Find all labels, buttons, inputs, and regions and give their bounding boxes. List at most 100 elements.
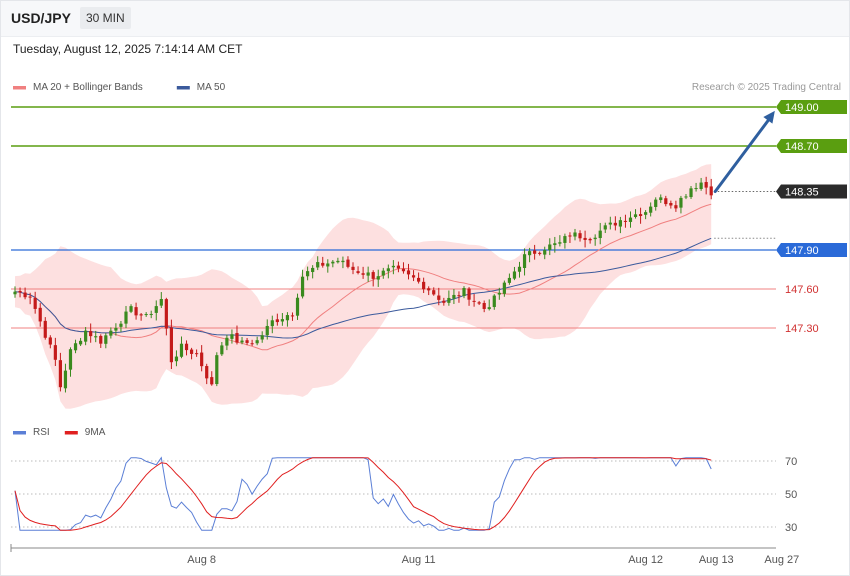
candle [462,286,466,299]
candle [376,269,380,287]
legend-item: MA 50 [176,82,226,93]
candle [38,303,42,327]
x-tick-label: Aug 12 [628,554,663,566]
candle [563,233,567,249]
candle [321,256,325,268]
svg-text:MA 20 + Bollinger Bands: MA 20 + Bollinger Bands [33,82,143,93]
candle [164,297,168,336]
candle [679,195,683,214]
candle [618,216,622,234]
timeframe-button[interactable]: 30 MIN [80,7,131,29]
svg-text:MA 50: MA 50 [197,82,226,93]
level-tag-147.60: 147.60 [785,284,819,296]
candle [391,260,395,275]
candle [548,238,552,256]
x-tick-label: Aug 27 [764,554,799,566]
ma50-line [14,237,712,339]
candle [467,287,471,306]
level-label: 148.70 [785,141,819,153]
candle [411,270,416,282]
symbol-title: USD/JPY [11,10,71,26]
candle [573,228,577,241]
candle [265,319,269,340]
projection-arrow-head [763,110,775,124]
candle [457,291,461,303]
candle [144,312,148,317]
candle [326,259,330,273]
candle [104,333,108,349]
candle [28,292,32,305]
x-tick-label: Aug 8 [187,554,216,566]
candle [613,216,617,231]
candle [406,263,411,280]
candle [538,251,542,256]
legend-item: RSI [13,427,50,438]
candle [119,321,123,332]
projection-arrow [713,110,775,193]
candle [553,236,557,253]
candle [270,315,274,334]
rsi-ma-line [14,457,712,531]
candle [311,265,315,279]
level-lines [11,106,776,329]
svg-text:9MA: 9MA [85,427,106,438]
level-label: 147.60 [785,284,819,296]
candle [568,232,572,243]
candle [401,262,406,274]
chart-datetime: Tuesday, August 12, 2025 7:14:14 AM CET [13,42,243,56]
candle [220,342,224,356]
ma20-line [14,203,712,351]
candle [659,194,663,203]
legend: MA 20 + Bollinger Bands MA 50 RSI 9MA [13,82,226,438]
candle [381,267,385,279]
candle [628,211,633,228]
candle [578,230,582,242]
x-tick-label: Aug 13 [699,554,734,566]
candle [603,222,607,234]
candle [285,312,290,327]
candle [215,352,219,387]
candle [512,266,517,281]
candle [89,323,93,343]
candle [336,257,340,264]
candle [654,197,658,211]
candle [250,339,254,346]
candle [331,259,335,268]
candle [23,287,27,300]
candle [351,262,355,275]
candle [300,269,305,299]
candle [558,235,562,247]
candle [169,319,173,370]
candle [447,290,451,306]
candle [396,261,401,273]
candle [588,237,592,244]
candle [371,270,375,287]
candle [366,266,370,282]
candle [200,345,204,372]
level-label: 147.30 [785,323,819,335]
level-tag-149.00: 149.00 [776,100,847,114]
candle [704,176,708,195]
candle [316,256,320,271]
candle [63,363,68,393]
candle [114,323,118,336]
candle [43,317,47,340]
candle [225,334,229,351]
candle [709,178,713,200]
candle [674,200,678,212]
candle [306,266,310,281]
candle [492,294,496,310]
candles [13,176,713,393]
candle [497,287,501,300]
candle [583,230,587,248]
candle [527,247,532,263]
bollinger-band [15,164,712,409]
candle [280,312,284,326]
candle [154,300,158,321]
candle [694,182,698,192]
level-tags: 149.00 148.70 148.35 147.90 147.60 147.30 [776,100,847,335]
candle [633,209,638,219]
legend-item: MA 20 + Bollinger Bands [13,82,143,93]
candle [422,277,426,294]
